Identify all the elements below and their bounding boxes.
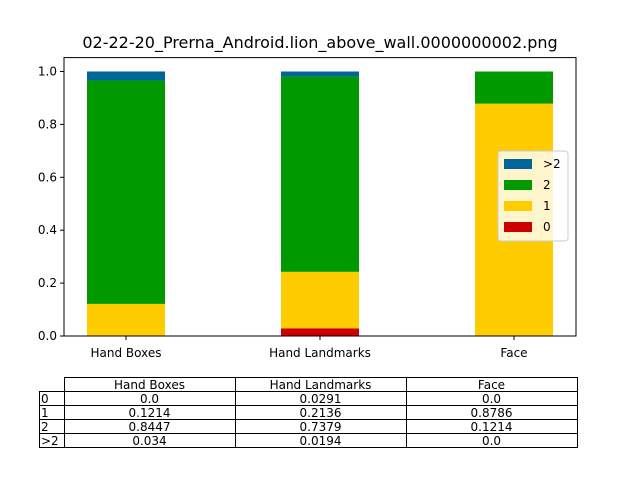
- table-cell: 0.0291: [234, 391, 407, 406]
- x-tick-label: Hand Boxes: [91, 346, 162, 360]
- legend-swatch: [504, 201, 532, 211]
- table-cell: 0.0: [405, 433, 578, 448]
- table-cell: 0.1214: [63, 405, 236, 420]
- data-table: Hand Boxes Hand Landmarks Face 0 0.0 0.0…: [39, 377, 578, 448]
- table-row-header: >2: [39, 433, 65, 448]
- chart-title: 02-22-20_Prerna_Android.lion_above_wall.…: [82, 33, 558, 52]
- table-cell: 0.0194: [234, 433, 407, 448]
- table-corner: [40, 378, 65, 392]
- table-cell: 0.1214: [405, 419, 578, 434]
- table-cell: 0.0: [405, 391, 578, 406]
- table-row-header: 1: [39, 405, 65, 420]
- table-row-header: 0: [39, 391, 65, 406]
- y-axis: 0.0 0.2 0.4 0.6 0.8 1.0: [38, 65, 64, 343]
- table-cell: 0.2136: [234, 405, 407, 420]
- table-row-header: 2: [39, 419, 65, 434]
- table-col-header: Face: [405, 377, 578, 392]
- legend-label: 0: [543, 220, 551, 234]
- bar-segment: [281, 328, 359, 336]
- bar-segment: [87, 71, 165, 81]
- table-col-header: Hand Landmarks: [234, 377, 407, 392]
- table-row: 0 0.0 0.0291 0.0: [39, 391, 578, 406]
- x-tick-label: Face: [500, 346, 527, 360]
- y-tick-label: 0.8: [38, 117, 57, 131]
- legend-label: 2: [543, 178, 551, 192]
- legend-swatch: [504, 180, 532, 190]
- bars-group: [87, 71, 553, 337]
- y-tick-label: 0.4: [38, 223, 57, 237]
- legend-label: >2: [543, 157, 561, 171]
- y-tick-label: 0.2: [38, 276, 57, 290]
- table-row: 2 0.8447 0.7379 0.1214: [39, 419, 578, 434]
- legend-box: [497, 150, 569, 242]
- table-cell: 0.8786: [405, 405, 578, 420]
- table-cell: 0.034: [63, 433, 236, 448]
- legend-swatch: [504, 159, 532, 169]
- y-tick-label: 0.0: [38, 329, 57, 343]
- bar-segment: [475, 71, 553, 104]
- table-col-header: Hand Boxes: [63, 377, 236, 392]
- y-tick-label: 0.6: [38, 170, 57, 184]
- table-cell: 0.8447: [63, 419, 236, 434]
- table-cell: 0.0: [63, 391, 236, 406]
- bar-segment: [281, 271, 359, 329]
- table-cell: 0.7379: [234, 419, 407, 434]
- legend-swatch: [504, 222, 532, 232]
- table-header-row: Hand Boxes Hand Landmarks Face: [40, 377, 578, 392]
- x-axis: Hand Boxes Hand Landmarks Face: [91, 336, 528, 360]
- y-tick-label: 1.0: [38, 65, 57, 79]
- bar-segment: [87, 303, 165, 336]
- table-row: >2 0.034 0.0194 0.0: [39, 433, 578, 448]
- bar-segment: [281, 76, 359, 272]
- legend: >2 2 1 0: [497, 150, 569, 242]
- x-tick-label: Hand Landmarks: [269, 346, 371, 360]
- bar-segment: [281, 71, 359, 77]
- legend-label: 1: [543, 199, 551, 213]
- table-row: 1 0.1214 0.2136 0.8786: [39, 405, 578, 420]
- bar-segment: [87, 80, 165, 304]
